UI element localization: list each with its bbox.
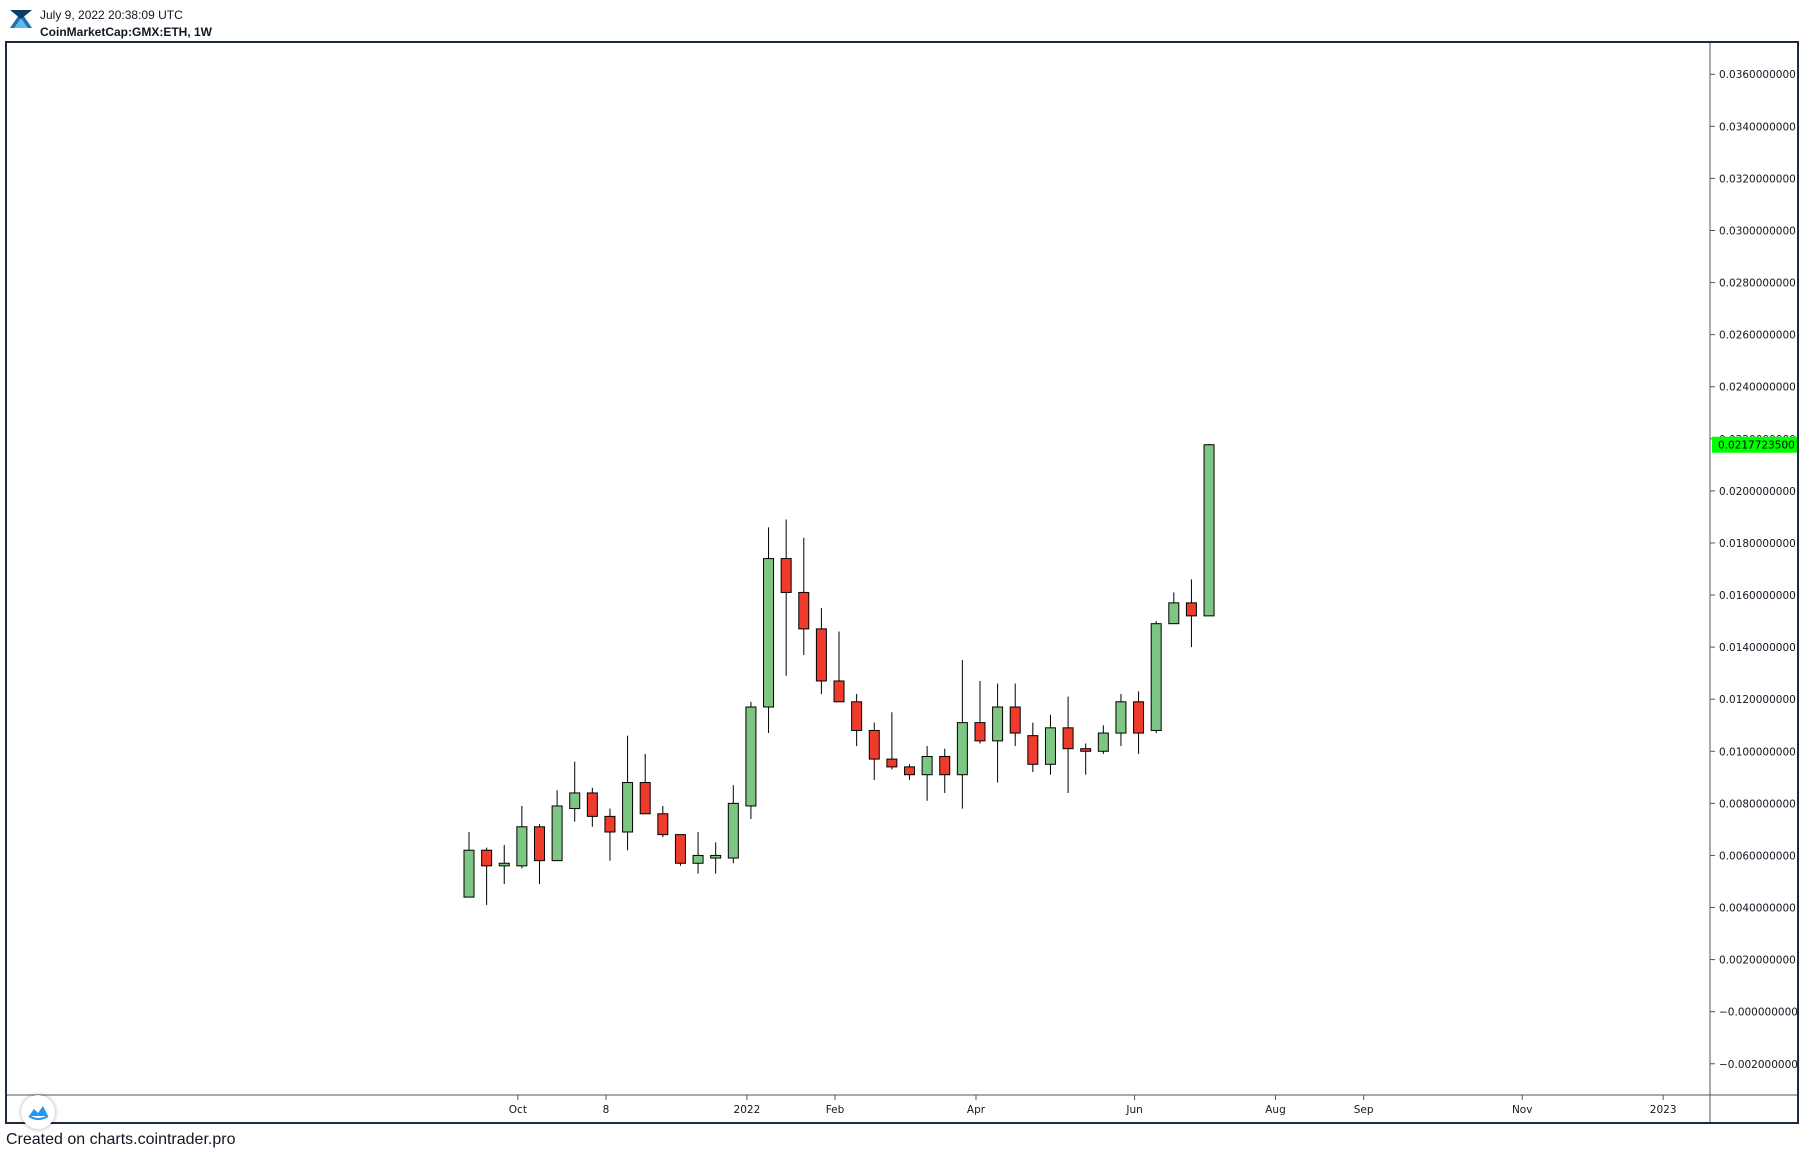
candle-body <box>516 826 528 867</box>
y-tick-label: 0.0140000000 <box>1719 642 1796 654</box>
y-tick-label: 0.0340000000 <box>1719 121 1796 133</box>
candle-body <box>851 701 863 731</box>
candle-body <box>498 862 510 867</box>
candle-body <box>992 706 1004 742</box>
y-tick-label: 0.0180000000 <box>1719 538 1796 550</box>
candle-body <box>939 755 951 776</box>
candle-body <box>1044 727 1056 765</box>
candle-body <box>569 792 581 810</box>
y-tick-label: 0.0120000000 <box>1719 694 1796 706</box>
candle-body <box>692 854 704 864</box>
y-tick-label: −0.0020000000 <box>1719 1059 1797 1071</box>
x-tick-label: 2023 <box>1650 1104 1677 1116</box>
y-tick-label: 0.0040000000 <box>1719 903 1796 915</box>
candle-body <box>1009 706 1021 734</box>
candle-body <box>1027 735 1039 765</box>
footer-credit: Created on charts.cointrader.pro <box>6 1131 236 1148</box>
cointrader-logo-icon <box>10 10 32 28</box>
candle-body <box>604 815 616 833</box>
candle-body <box>727 802 739 859</box>
x-tick-label: Apr <box>967 1104 986 1116</box>
y-tick-label: 0.0240000000 <box>1719 382 1796 394</box>
candle-body <box>1203 444 1215 617</box>
x-tick-label: Nov <box>1512 1104 1533 1116</box>
x-tick-label: 8 <box>603 1104 610 1116</box>
candle-body <box>763 558 775 708</box>
candle-body <box>1062 727 1074 750</box>
candle-body <box>921 755 933 776</box>
candle-body <box>780 558 792 593</box>
candle-body <box>551 805 563 862</box>
x-tick-label: Aug <box>1265 1104 1286 1116</box>
candle-body <box>1115 701 1127 734</box>
y-tick-label: 0.0320000000 <box>1719 173 1796 185</box>
x-tick-label: 2022 <box>734 1104 761 1116</box>
candlestick-chart[interactable]: 0.0360000000 0.0340000000 0.0320000000 0.03… <box>7 43 1797 1122</box>
y-tick-label: 0.0160000000 <box>1719 590 1796 602</box>
candle-body <box>710 854 722 859</box>
candle-body <box>533 826 545 862</box>
candle-body <box>622 782 634 833</box>
y-tick-label: 0.0100000000 <box>1719 746 1796 758</box>
candle-body <box>1133 701 1145 734</box>
candle-body <box>868 729 880 760</box>
y-tick-label: 0.0020000000 <box>1719 955 1796 967</box>
candle-body <box>586 792 598 817</box>
x-tick-label: Oct <box>509 1104 527 1116</box>
x-tick-label: Jun <box>1125 1104 1142 1116</box>
y-tick-label: 0.0200000000 <box>1719 486 1796 498</box>
candle-body <box>833 680 845 703</box>
candle-body <box>745 706 757 807</box>
y-tick-label: 0.0300000000 <box>1719 225 1796 237</box>
y-tick-label: 0.0280000000 <box>1719 278 1796 290</box>
candle-body <box>674 834 686 864</box>
candle-body <box>481 849 493 867</box>
y-tick-label: 0.0060000000 <box>1719 850 1796 862</box>
candle-body <box>956 722 968 776</box>
candle-body <box>463 849 475 898</box>
candle-body <box>974 722 986 742</box>
candle-body <box>904 766 915 776</box>
candle-body <box>1097 732 1109 752</box>
x-tick-label: Feb <box>826 1104 845 1116</box>
x-tick-label: Sep <box>1354 1104 1374 1116</box>
last-price-badge <box>1712 436 1797 453</box>
chart-brand-logo-icon[interactable] <box>21 1095 55 1129</box>
candle-body <box>886 758 898 768</box>
y-tick-label: 0.0360000000 <box>1719 69 1796 81</box>
candle-body <box>1080 748 1092 752</box>
candle-body <box>639 782 651 815</box>
candle-body <box>1185 602 1197 617</box>
candle-body <box>1168 602 1180 625</box>
last-price-label: 0.0217723500 <box>1718 440 1795 452</box>
candle-body <box>798 591 810 630</box>
candle-body <box>657 813 669 836</box>
y-tick-label: 0.0260000000 <box>1719 330 1796 342</box>
chart-date: July 9, 2022 20:38:09 UTC <box>40 8 183 22</box>
y-tick-label: 0.0080000000 <box>1719 798 1796 810</box>
y-tick-label: −0.0000000000 <box>1719 1007 1797 1019</box>
chart-symbol: CoinMarketCap:GMX:ETH, 1W <box>40 25 213 39</box>
candle-body <box>1150 623 1162 731</box>
chart-frame[interactable]: 0.0360000000 0.0340000000 0.0320000000 0.03… <box>5 41 1799 1129</box>
candle-body <box>815 628 827 682</box>
